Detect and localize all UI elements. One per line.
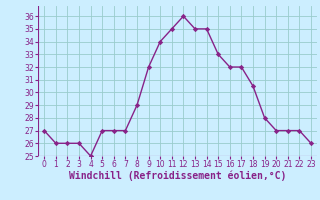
X-axis label: Windchill (Refroidissement éolien,°C): Windchill (Refroidissement éolien,°C) — [69, 171, 286, 181]
